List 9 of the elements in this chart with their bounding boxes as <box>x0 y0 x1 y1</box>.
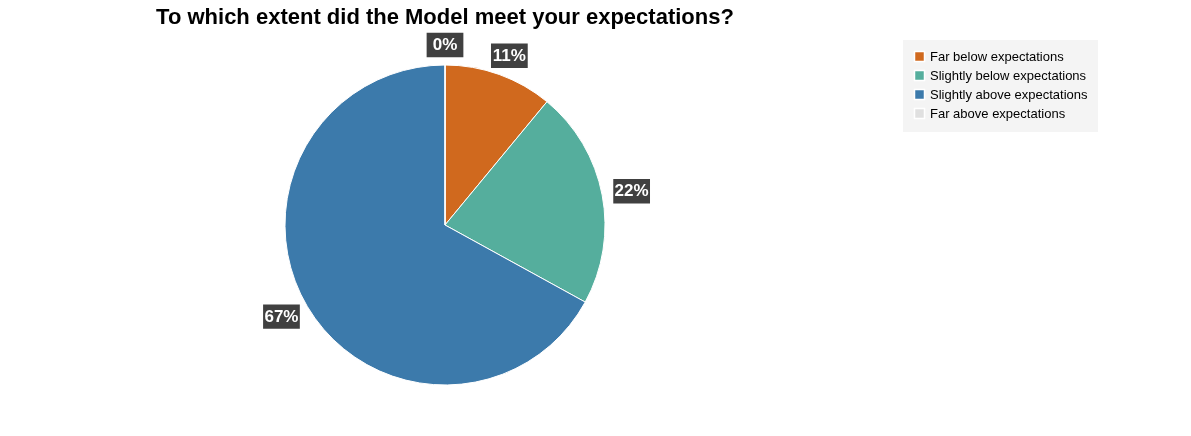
text: 0% <box>432 35 458 54</box>
legend-label: Far below expectations <box>930 48 1065 64</box>
chart-title: To which extent did the Model meet your expectations? <box>156 3 734 29</box>
data-label: 67% <box>264 306 299 326</box>
legend-label: Slightly below expectations <box>930 67 1087 83</box>
legend-label: Far above expectations <box>930 105 1066 121</box>
data-label: 11% <box>492 45 526 65</box>
legend-label: Slightly above expectations <box>930 86 1089 102</box>
data-label: 22% <box>614 181 649 201</box>
